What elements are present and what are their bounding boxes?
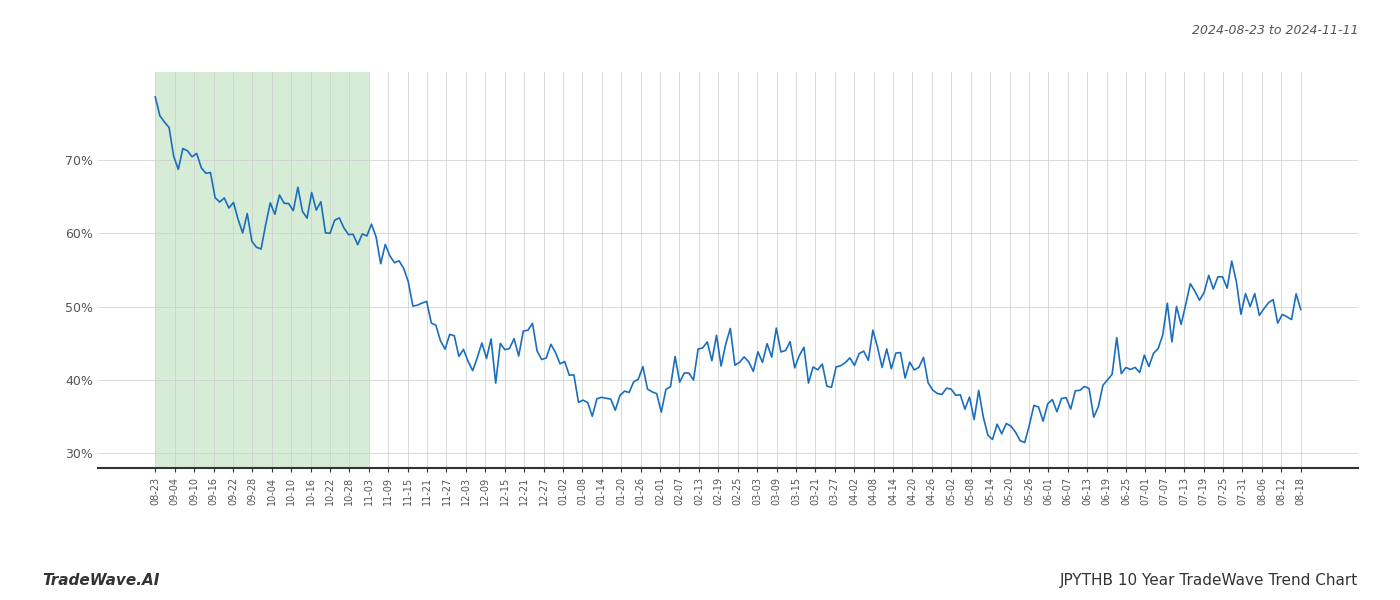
Text: JPYTHB 10 Year TradeWave Trend Chart: JPYTHB 10 Year TradeWave Trend Chart bbox=[1060, 573, 1358, 588]
Text: 2024-08-23 to 2024-11-11: 2024-08-23 to 2024-11-11 bbox=[1191, 24, 1358, 37]
Text: TradeWave.AI: TradeWave.AI bbox=[42, 573, 160, 588]
Bar bbox=[155, 72, 368, 468]
